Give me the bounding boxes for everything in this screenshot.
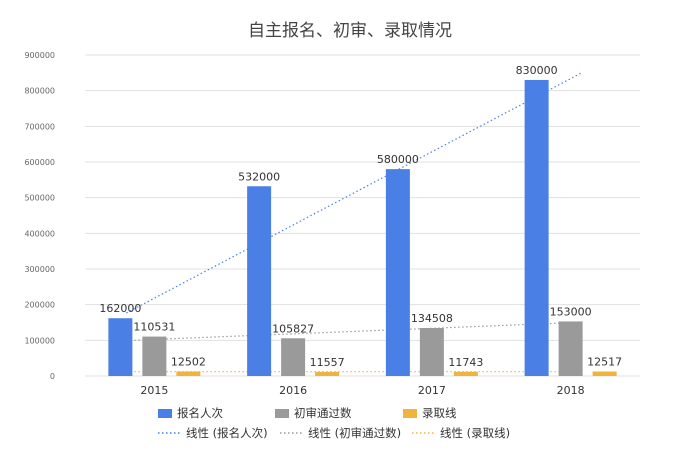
data-label: 11743 <box>448 356 483 369</box>
trendline <box>126 72 581 314</box>
bar <box>385 169 410 376</box>
x-axis-ticks: 2015 2016 2017 2018 <box>140 384 584 397</box>
legend-label: 线性 (报名人次) <box>186 426 268 440</box>
y-axis-ticks: 0 100000 200000 300000 400000 500000 600000 700… <box>24 51 55 381</box>
bar <box>453 371 478 376</box>
bar <box>247 186 272 376</box>
x-tick-label: 2018 <box>557 384 585 397</box>
data-label: 12502 <box>171 356 206 369</box>
y-tick-label: 800000 <box>24 87 55 96</box>
bar <box>281 338 306 376</box>
data-label: 162000 <box>99 302 141 315</box>
data-labels: 162000 110531 12502 532000 105827 11557 580000… <box>99 64 622 369</box>
data-label: 532000 <box>238 170 280 183</box>
x-tick-label: 2016 <box>279 384 307 397</box>
bar <box>524 79 549 376</box>
data-label: 11557 <box>310 356 345 369</box>
bar <box>176 371 201 376</box>
data-label: 580000 <box>377 153 419 166</box>
y-tick-label: 900000 <box>24 51 55 60</box>
legend-label: 录取线 <box>422 406 457 420</box>
y-tick-label: 300000 <box>24 265 55 274</box>
legend-label: 初审通过数 <box>294 406 352 420</box>
y-tick-label: 400000 <box>24 229 55 238</box>
trendlines <box>126 72 581 373</box>
x-tick-label: 2017 <box>418 384 446 397</box>
y-tick-label: 600000 <box>24 158 55 167</box>
y-tick-label: 700000 <box>24 122 55 131</box>
chart-title: 自主报名、初审、录取情况 <box>248 21 452 41</box>
data-label: 830000 <box>516 64 558 77</box>
legend-label: 报名人次 <box>177 406 223 420</box>
bars <box>108 79 617 376</box>
grid-lines <box>85 54 640 377</box>
bar <box>108 318 133 376</box>
y-tick-label: 0 <box>50 372 55 381</box>
legend-swatch <box>158 409 172 418</box>
bar <box>315 371 340 376</box>
bar <box>419 328 444 376</box>
bar <box>142 336 167 376</box>
data-label: 12517 <box>587 356 622 369</box>
data-label: 110531 <box>133 321 175 334</box>
data-label: 153000 <box>550 305 592 318</box>
x-tick-label: 2015 <box>140 384 168 397</box>
legend-label: 线性 (初审通过数) <box>308 426 401 440</box>
data-label: 105827 <box>272 322 314 335</box>
y-tick-label: 100000 <box>24 336 55 345</box>
trendline <box>126 321 581 342</box>
bar <box>592 371 617 376</box>
y-tick-label: 500000 <box>24 194 55 203</box>
y-tick-label: 200000 <box>24 301 55 310</box>
legend-label: 线性 (录取线) <box>440 426 510 440</box>
bar <box>558 321 583 376</box>
legend-swatch <box>275 409 289 418</box>
legend-swatch <box>403 409 417 418</box>
data-label: 134508 <box>411 312 453 325</box>
